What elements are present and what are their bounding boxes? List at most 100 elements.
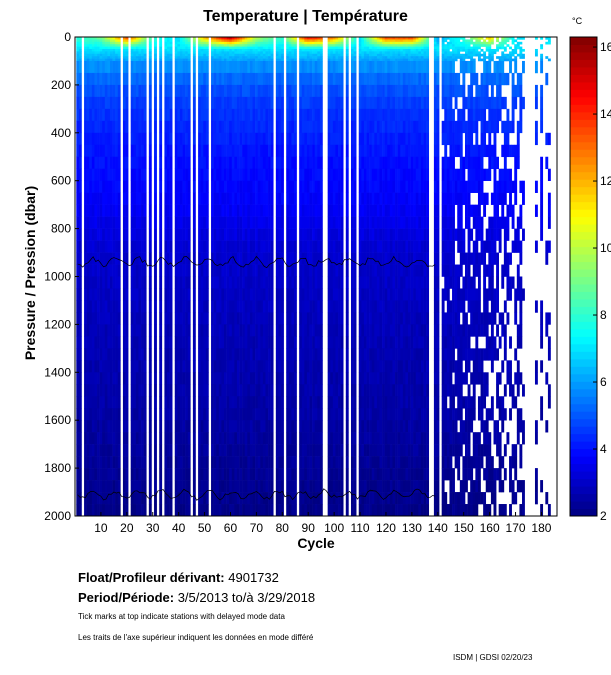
heatmap-cell: [205, 480, 209, 493]
heatmap-cell: [275, 348, 279, 361]
heatmap-cell: [141, 264, 144, 277]
heatmap-cell: [382, 504, 385, 517]
heatmap-cell: [97, 408, 100, 421]
heatmap-cell: [291, 468, 295, 481]
heatmap-cell: [278, 60, 282, 74]
heatmap-cell: [242, 180, 246, 193]
heatmap-cell: [104, 56, 108, 59]
heatmap-cell: [166, 132, 170, 146]
heatmap-cell: [224, 204, 227, 217]
heatmap-cell: [211, 48, 214, 52]
heatmap-cell: [177, 504, 181, 517]
heatmap-cell: [379, 53, 383, 57]
heatmap-cell: [200, 336, 204, 349]
heatmap-cell: [247, 84, 251, 98]
heatmap-cell: [382, 51, 385, 55]
heatmap-cell: [306, 276, 310, 289]
heatmap-cell: [117, 336, 121, 349]
heatmap-cell: [102, 120, 106, 134]
heatmap-cell: [107, 216, 111, 229]
heatmap-cell: [154, 72, 157, 86]
heatmap-cell: [125, 264, 129, 277]
heatmap-cell: [345, 228, 349, 241]
heatmap-cell: [293, 312, 297, 325]
heatmap-cell: [353, 37, 357, 40]
heatmap-cell: [327, 360, 331, 373]
heatmap-cell: [125, 44, 129, 47]
heatmap-cell: [182, 240, 186, 253]
heatmap-cell: [133, 468, 137, 481]
heatmap-cell: [234, 72, 238, 86]
heatmap-cell: [345, 108, 349, 122]
heatmap-cell: [392, 372, 396, 385]
heatmap-cell: [135, 432, 139, 445]
heatmap-cell: [205, 444, 209, 457]
heatmap-cell: [288, 60, 292, 74]
heatmap-cell: [382, 408, 385, 421]
heatmap-cell: [164, 156, 168, 170]
heatmap-cell: [143, 348, 147, 361]
heatmap-cell: [314, 288, 318, 301]
heatmap-cell: [358, 252, 362, 265]
heatmap-cell: [270, 396, 274, 409]
heatmap-cell: [154, 228, 157, 241]
heatmap-cell: [384, 240, 388, 253]
heatmap-cell: [226, 360, 230, 373]
heatmap-cell: [384, 204, 388, 217]
heatmap-cell: [141, 51, 144, 55]
heatmap-cell: [257, 240, 261, 253]
heatmap-cell: [203, 408, 207, 421]
heatmap-cell: [371, 46, 375, 50]
heatmap-cell: [314, 53, 318, 57]
heatmap-cell: [291, 144, 295, 158]
heatmap-cell: [213, 408, 217, 421]
heatmap-cell: [265, 96, 269, 110]
heatmap-cell: [376, 288, 380, 301]
heatmap-cell: [327, 180, 331, 193]
heatmap-cell: [340, 300, 344, 313]
heatmap-cell: [309, 252, 313, 265]
heatmap-cell: [221, 360, 225, 373]
heatmap-cell: [361, 216, 365, 229]
heatmap-cell: [252, 276, 256, 289]
heatmap-cell: [262, 144, 266, 158]
heatmap-cell: [244, 456, 248, 469]
heatmap-cell: [218, 348, 222, 361]
heatmap-cell: [169, 48, 173, 52]
heatmap-cell: [135, 240, 139, 253]
heatmap-cell: [317, 384, 321, 397]
heatmap-cell: [252, 396, 256, 409]
heatmap-cell: [309, 408, 313, 421]
heatmap-cell: [234, 44, 238, 47]
heatmap-cell: [224, 444, 227, 457]
heatmap-cell: [182, 312, 186, 325]
heatmap-cell: [338, 336, 341, 349]
heatmap-cell: [200, 420, 204, 433]
heatmap-cell: [130, 504, 134, 517]
heatmap-cell: [268, 408, 271, 421]
heatmap-cell: [291, 180, 295, 193]
heatmap-cell: [174, 156, 178, 170]
heatmap-cell: [379, 56, 383, 59]
heatmap-cell: [159, 468, 163, 481]
heatmap-cell: [288, 264, 292, 277]
heatmap-cell: [221, 192, 225, 205]
heatmap-cell: [76, 504, 80, 517]
heatmap-cell: [369, 288, 373, 301]
heatmap-cell: [270, 48, 274, 52]
heatmap-cell: [231, 168, 235, 181]
heatmap-cell: [213, 192, 217, 205]
heatmap-cell: [369, 58, 373, 62]
heatmap-cell: [166, 240, 170, 253]
heatmap-cell: [107, 46, 111, 50]
heatmap-cell: [286, 480, 290, 493]
heatmap-cell: [350, 144, 354, 158]
heatmap-cell: [112, 51, 116, 55]
heatmap-cell: [335, 396, 339, 409]
heatmap-cell: [91, 444, 95, 457]
heatmap-cell: [389, 384, 393, 397]
heatmap-cell: [338, 204, 341, 217]
heatmap-cell: [363, 396, 367, 409]
heatmap-cell: [78, 132, 82, 146]
heatmap-cell: [78, 228, 82, 241]
